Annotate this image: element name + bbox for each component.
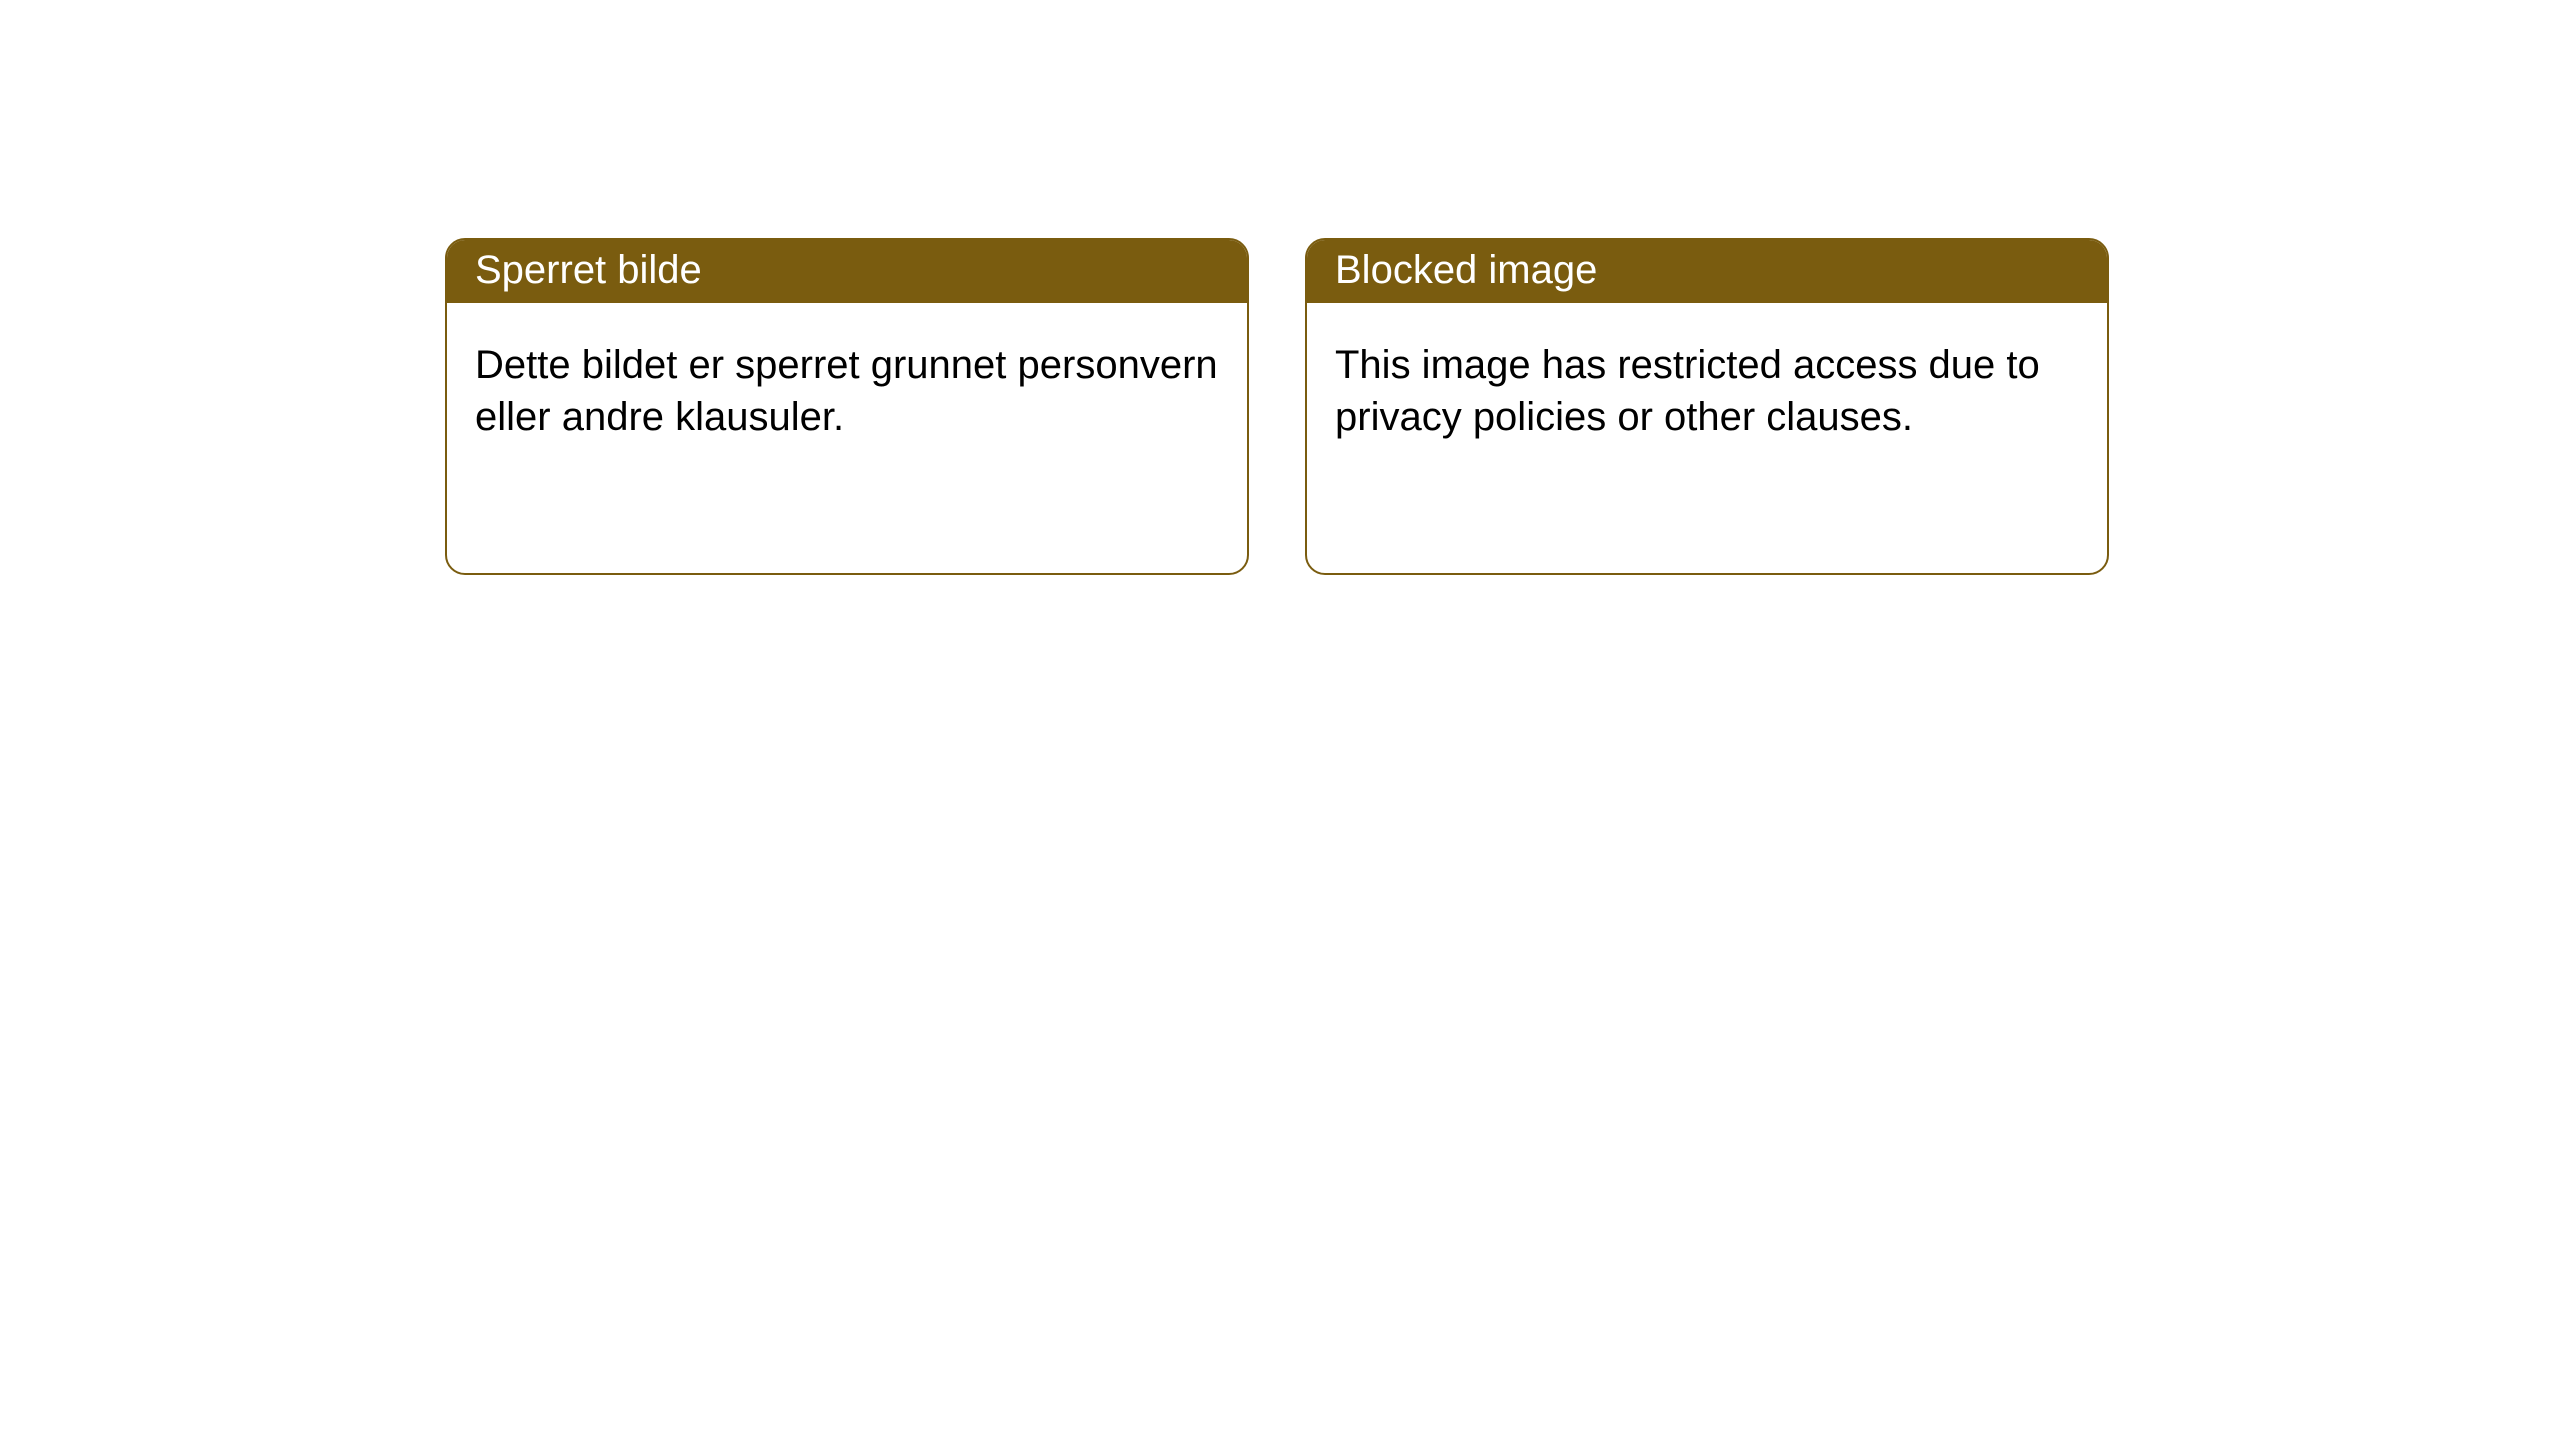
card-body-no: Dette bildet er sperret grunnet personve… [447, 303, 1247, 471]
blocked-image-card-en: Blocked image This image has restricted … [1305, 238, 2109, 575]
card-body-en: This image has restricted access due to … [1307, 303, 2107, 471]
card-text-no: Dette bildet er sperret grunnet personve… [475, 339, 1219, 443]
notice-container: Sperret bilde Dette bildet er sperret gr… [0, 0, 2560, 575]
card-header-no: Sperret bilde [447, 240, 1247, 303]
card-header-en: Blocked image [1307, 240, 2107, 303]
blocked-image-card-no: Sperret bilde Dette bildet er sperret gr… [445, 238, 1249, 575]
card-text-en: This image has restricted access due to … [1335, 339, 2079, 443]
